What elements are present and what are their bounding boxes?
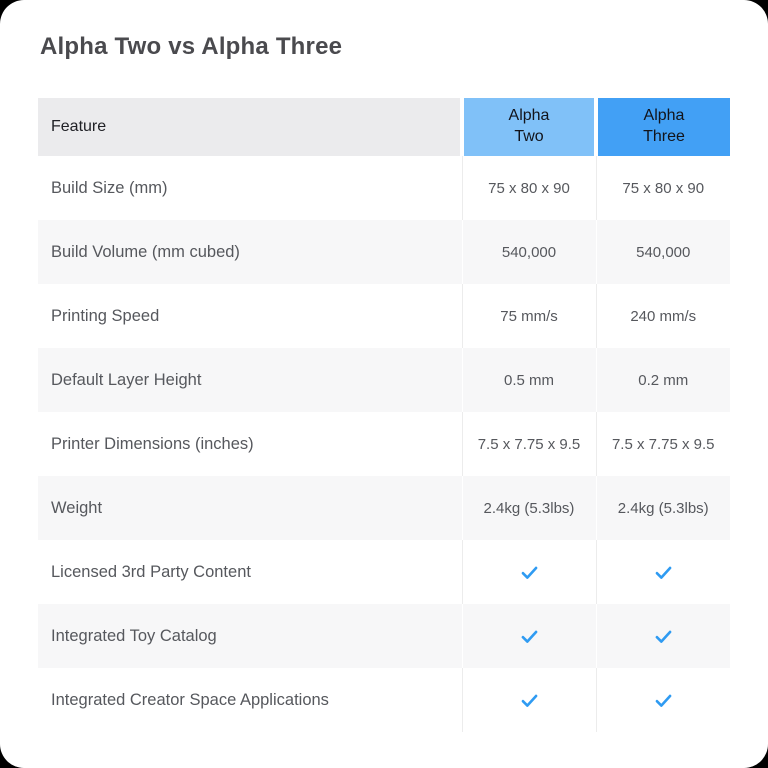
table-row: Printing Speed 75 mm/s 240 mm/s — [38, 284, 730, 348]
table-row: Build Size (mm) 75 x 80 x 90 75 x 80 x 90 — [38, 156, 730, 220]
alpha-two-value: 7.5 x 7.75 x 9.5 — [461, 412, 596, 476]
alpha-two-value — [461, 668, 596, 732]
alpha-two-value: 75 mm/s — [461, 284, 596, 348]
column-header-alpha-three-line2: Three — [643, 128, 685, 145]
alpha-two-value: 2.4kg (5.3lbs) — [461, 476, 596, 540]
table-row: Integrated Creator Space Applications — [38, 668, 730, 732]
alpha-three-value: 2.4kg (5.3lbs) — [595, 476, 730, 540]
page-title: Alpha Two vs Alpha Three — [40, 33, 343, 60]
alpha-three-value: 75 x 80 x 90 — [595, 156, 730, 220]
feature-label: Integrated Creator Space Applications — [51, 690, 329, 709]
checkmark-icon — [521, 694, 537, 707]
alpha-three-value: 240 mm/s — [595, 284, 730, 348]
table-row: Weight 2.4kg (5.3lbs) 2.4kg (5.3lbs) — [38, 476, 730, 540]
feature-label: Build Volume (mm cubed) — [38, 220, 462, 284]
column-header-alpha-three-line1: Alpha — [643, 107, 685, 125]
checkmark-icon — [655, 566, 672, 579]
feature-label: Printing Speed — [51, 306, 160, 325]
column-header-feature: Feature — [38, 98, 462, 156]
alpha-two-value — [461, 604, 596, 668]
checkmark-icon — [655, 630, 672, 643]
alpha-two-value: 75 x 80 x 90 — [461, 156, 596, 220]
alpha-three-value: 0.2 mm — [595, 348, 730, 412]
table-row: Integrated Toy Catalog — [38, 604, 730, 668]
feature-label: Printer Dimensions (inches) — [51, 434, 254, 453]
alpha-three-value — [595, 604, 730, 668]
feature-label: Integrated Toy Catalog — [38, 604, 462, 668]
column-header-alpha-two: Alpha Two — [460, 98, 596, 156]
checkmark-icon — [655, 694, 672, 707]
alpha-three-value: 540,000 — [595, 220, 730, 284]
table-row: Default Layer Height 0.5 mm 0.2 mm — [38, 348, 730, 412]
table-row: Build Volume (mm cubed) 540,000 540,000 — [38, 220, 730, 284]
alpha-three-value — [595, 668, 730, 732]
alpha-two-value: 540,000 — [461, 220, 596, 284]
feature-label: Licensed 3rd Party Content — [51, 562, 251, 581]
checkmark-icon — [521, 630, 537, 643]
alpha-two-value: 0.5 mm — [461, 348, 596, 412]
alpha-three-value: 7.5 x 7.75 x 9.5 — [595, 412, 730, 476]
column-header-feature-label: Feature — [51, 118, 107, 135]
table-header-row: Feature Alpha Two Alpha Three — [38, 98, 730, 156]
feature-label: Build Size (mm) — [51, 178, 168, 197]
alpha-three-value — [595, 540, 730, 604]
feature-label: Weight — [38, 476, 462, 540]
column-header-alpha-two-line2: Two — [514, 128, 544, 145]
comparison-table: Feature Alpha Two Alpha Three Build Size… — [38, 98, 730, 732]
alpha-two-value — [461, 540, 596, 604]
checkmark-icon — [521, 566, 537, 579]
table-body: Build Size (mm) 75 x 80 x 90 75 x 80 x 90 B… — [38, 156, 730, 732]
table-row: Printer Dimensions (inches) 7.5 x 7.75 x … — [38, 412, 730, 476]
table-row: Licensed 3rd Party Content — [38, 540, 730, 604]
feature-label: Default Layer Height — [38, 348, 462, 412]
column-header-alpha-three: Alpha Three — [594, 98, 730, 156]
column-header-alpha-two-line1: Alpha — [508, 107, 550, 125]
